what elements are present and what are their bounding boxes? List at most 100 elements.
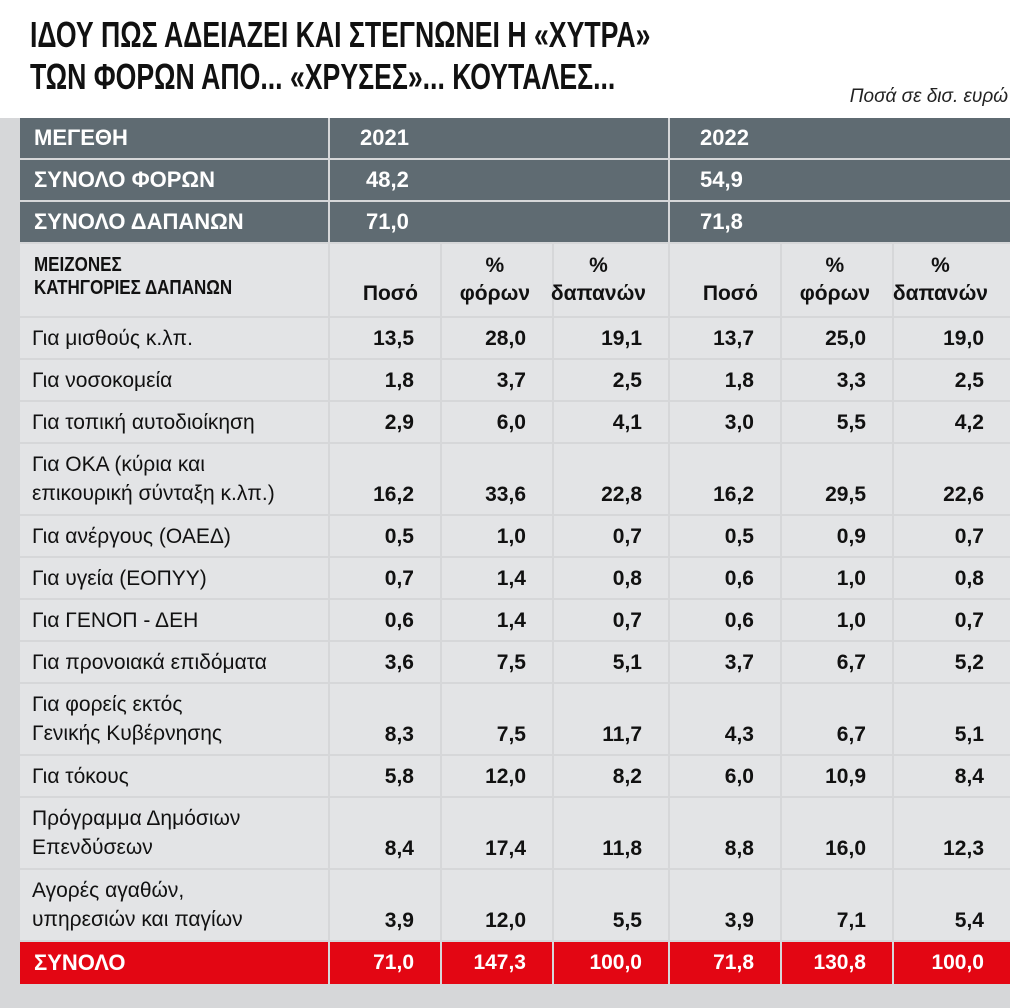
value-cell: 2,9 — [330, 402, 440, 442]
value: 7,1 — [836, 909, 866, 932]
value: 0,5 — [724, 525, 754, 548]
value: 22,6 — [943, 483, 984, 506]
column-header: % φόρων — [460, 252, 530, 308]
value-cell: 5,1 — [894, 684, 1010, 754]
value-cell: 3,6 — [330, 642, 440, 682]
value: 12,0 — [485, 909, 526, 932]
value-cell: 19,1 — [554, 318, 668, 358]
title-line: ΤΩΝ ΦΟΡΩΝ ΑΠΟ... «ΧΡΥΣΕΣ»... ΚΟΥΤΑΛΕΣ... — [30, 56, 616, 97]
value-cell: 4,2 — [894, 402, 1010, 442]
value-cell: 0,7 — [554, 600, 668, 640]
value: 16,2 — [713, 483, 754, 506]
value: 25,0 — [825, 327, 866, 350]
column-header-cell: % δαπανών — [893, 244, 1010, 316]
value: 33,6 — [485, 483, 526, 506]
value: 12,0 — [485, 765, 526, 788]
value: 3,9 — [724, 909, 754, 932]
column-header-line: % — [825, 254, 845, 277]
value-cell: 0,7 — [554, 516, 668, 556]
summary-label-cell: ΣΥΝΟΛΟ ΦΟΡΩΝ — [20, 160, 328, 200]
value: 0,9 — [836, 525, 866, 548]
value-cell: 29,5 — [782, 444, 892, 514]
value: 5,1 — [612, 651, 642, 674]
value-cell: 1,4 — [442, 558, 552, 598]
value: 3,0 — [724, 411, 754, 434]
value-cell: 0,6 — [670, 558, 780, 598]
row-label-cell: Αγορές αγαθών, υπηρεσιών και παγίων — [20, 870, 328, 940]
value-cell: 6,0 — [670, 756, 780, 796]
value-cell: 6,0 — [442, 402, 552, 442]
value: 6,0 — [724, 765, 754, 788]
value-cell: 0,9 — [782, 516, 892, 556]
row-label-cell: Για τοπική αυτοδιοίκηση — [20, 402, 328, 442]
value-cell: 3,3 — [782, 360, 892, 400]
value: 0,6 — [384, 609, 414, 632]
value-cell: 1,0 — [782, 558, 892, 598]
column-header-cell: Ποσό — [670, 244, 780, 316]
value-cell: 0,7 — [330, 558, 440, 598]
total-value-cell: 71,0 — [330, 942, 440, 984]
value-cell: 5,5 — [782, 402, 892, 442]
value-cell: 5,4 — [894, 870, 1010, 940]
value-cell: 8,8 — [670, 798, 780, 868]
column-header-line: Ποσό — [702, 282, 758, 305]
value-cell: 16,0 — [782, 798, 892, 868]
row-label: Για προνοιακά επιδόματα — [32, 650, 267, 674]
value: 2,5 — [612, 369, 642, 392]
row-label: Επενδύσεων — [32, 836, 153, 859]
row-label-cell: Για ΓΕΝΟΠ - ΔΕΗ — [20, 600, 328, 640]
value-cell: 12,0 — [442, 870, 552, 940]
value: 8,4 — [954, 765, 984, 788]
value-cell: 7,1 — [782, 870, 892, 940]
row-label-cell: Για μισθούς κ.λπ. — [20, 318, 328, 358]
value-cell: 5,5 — [554, 870, 668, 940]
value-cell: 8,3 — [330, 684, 440, 754]
value: 3,9 — [384, 909, 414, 932]
value: 3,7 — [724, 651, 754, 674]
total-value: 71,0 — [373, 951, 414, 974]
row-label-cell: Για τόκους — [20, 756, 328, 796]
value-cell: 4,3 — [670, 684, 780, 754]
value-cell: 5,8 — [330, 756, 440, 796]
value: 1,4 — [496, 609, 526, 632]
row-label-cell: Για φορείς εκτός Γενικής Κυβέρνησης — [20, 684, 328, 754]
value: 5,4 — [954, 909, 984, 932]
value-cell: 1,0 — [782, 600, 892, 640]
value-cell: 0,7 — [894, 516, 1010, 556]
value-cell: 17,4 — [442, 798, 552, 868]
column-header: % δαπανών — [551, 252, 646, 308]
row-label: Για μισθούς κ.λπ. — [32, 326, 193, 350]
value: 5,5 — [836, 411, 866, 434]
value: 11,7 — [602, 723, 642, 746]
value-cell: 1,8 — [330, 360, 440, 400]
row-label: Για τόκους — [32, 764, 129, 788]
row-label: Για ανέργους (ΟΑΕΔ) — [32, 524, 231, 548]
value: 10,9 — [825, 765, 866, 788]
total-value-cell: 147,3 — [442, 942, 552, 984]
summary-value-cell: 2021 — [330, 118, 668, 158]
value: 2,5 — [954, 369, 984, 392]
value: 6,0 — [496, 411, 526, 434]
total-label: ΣΥΝΟΛΟ — [34, 950, 126, 975]
summary-label: ΣΥΝΟΛΟ ΔΑΠΑΝΩΝ — [34, 209, 244, 234]
value: 19,1 — [601, 327, 642, 350]
value: 5,8 — [384, 765, 414, 788]
value: 0,8 — [954, 567, 984, 590]
value: 2,9 — [384, 411, 414, 434]
value: 1,0 — [836, 567, 866, 590]
summary-value-cell: 2022 — [670, 118, 1010, 158]
value: 3,3 — [836, 369, 866, 392]
row-label: επικουρική σύνταξη κ.λπ.) — [32, 482, 275, 505]
value-cell: 0,8 — [894, 558, 1010, 598]
value-cell: 3,9 — [670, 870, 780, 940]
column-header-line: % — [485, 254, 505, 277]
value: 6,7 — [836, 723, 866, 746]
value-cell: 3,7 — [442, 360, 552, 400]
value: 8,2 — [612, 765, 642, 788]
row-label-cell: Για ΟΚΑ (κύρια και επικουρική σύνταξη κ.λ… — [20, 444, 328, 514]
value-cell: 0,6 — [670, 600, 780, 640]
value: 8,4 — [384, 837, 414, 860]
value: 17,4 — [485, 837, 526, 860]
value: 19,0 — [943, 327, 984, 350]
value: 13,5 — [373, 327, 414, 350]
